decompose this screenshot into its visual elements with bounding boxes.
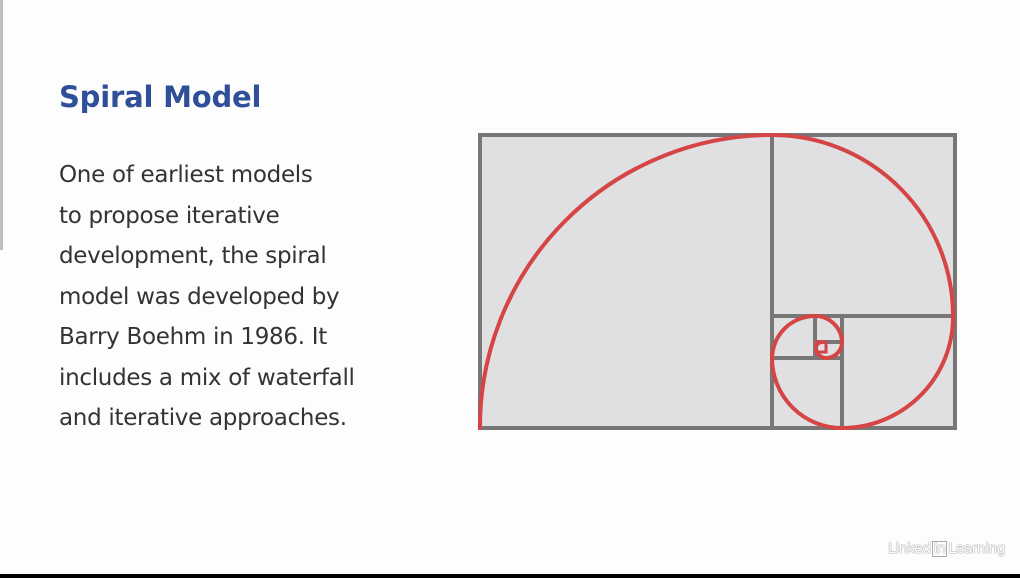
golden-spiral bbox=[477, 132, 956, 431]
body-line: model was developed by bbox=[59, 283, 340, 310]
body-line: and iterative approaches. bbox=[59, 405, 347, 431]
slide-title: Spiral Model bbox=[59, 80, 262, 114]
body-line: Barry Boehm in 1986. It bbox=[59, 324, 327, 350]
linkedin-learning-watermark: Linked in Learning bbox=[888, 541, 1006, 557]
spiral-center-square bbox=[814, 340, 828, 354]
slide-edge bbox=[0, 0, 3, 250]
golden-rect-outer bbox=[478, 133, 957, 430]
slide-body: One of earliest models to propose iterat… bbox=[59, 155, 389, 439]
figure-background bbox=[480, 135, 955, 428]
golden-spiral-figure bbox=[477, 132, 957, 431]
body-line: development, the spiral bbox=[59, 243, 327, 269]
body-line: includes a mix of waterfall bbox=[59, 364, 355, 391]
linkedin-in-logo: in bbox=[931, 541, 948, 557]
bottom-bar bbox=[0, 574, 1020, 578]
watermark-left: Linked bbox=[888, 541, 931, 557]
watermark-right: Learning bbox=[948, 541, 1006, 557]
body-line: to propose iterative bbox=[59, 202, 280, 229]
body-line: One of earliest models bbox=[59, 162, 313, 188]
